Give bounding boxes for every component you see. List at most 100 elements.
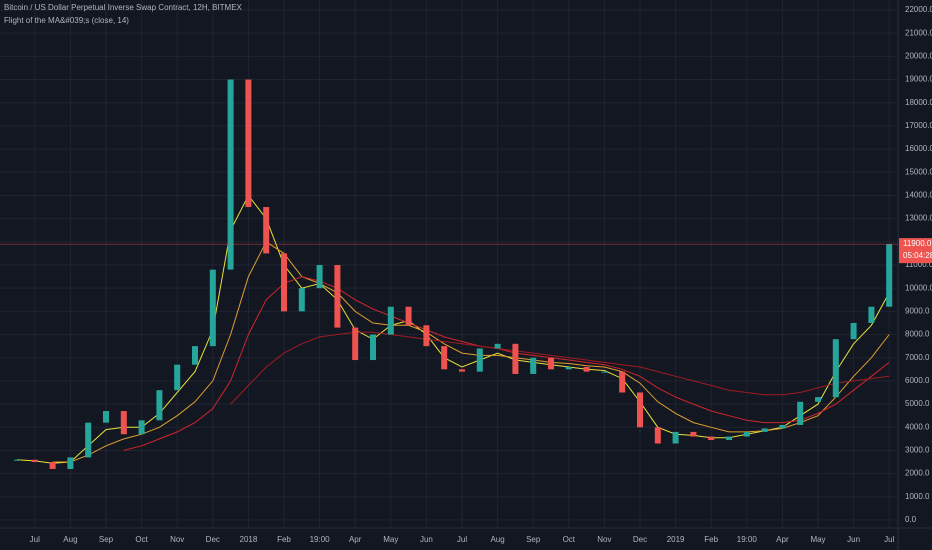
y-tick-label: 18000.0	[905, 98, 932, 107]
y-tick-label: 15000.0	[905, 167, 932, 176]
y-tick-label: 1000.0	[905, 492, 930, 501]
x-tick-label: Apr	[776, 535, 789, 544]
candle	[690, 431, 697, 437]
candle	[476, 348, 483, 372]
candle	[441, 346, 448, 370]
y-tick-label: 9000.0	[905, 306, 930, 315]
candle	[14, 459, 20, 461]
candle	[49, 462, 56, 469]
moving-average-line	[123, 276, 890, 451]
candle	[387, 306, 394, 335]
x-tick-label: Nov	[170, 535, 184, 544]
candle	[726, 436, 732, 441]
chart-title: Bitcoin / US Dollar Perpetual Inverse Sw…	[4, 3, 243, 12]
y-tick-label: 19000.0	[905, 75, 932, 84]
candle	[868, 306, 875, 323]
x-tick-label: Aug	[63, 535, 77, 544]
candle	[67, 457, 74, 469]
candle	[85, 422, 92, 458]
candle	[654, 427, 661, 444]
candle	[583, 367, 590, 372]
candle	[494, 343, 501, 349]
x-tick-label: 2018	[240, 535, 258, 544]
candle	[850, 322, 857, 340]
candle	[708, 436, 715, 441]
candle	[512, 343, 519, 374]
last-price-tag	[899, 238, 932, 264]
candle	[637, 392, 643, 428]
x-tick-label: Sep	[526, 535, 541, 544]
candle	[601, 371, 608, 373]
candle	[423, 325, 430, 347]
last-price-label: 11900.0	[903, 239, 932, 248]
x-tick-label: Oct	[135, 535, 148, 544]
moving-average-line	[230, 331, 890, 405]
x-tick-label: Feb	[704, 535, 718, 544]
y-tick-label: 8000.0	[905, 330, 930, 339]
candle	[832, 339, 839, 398]
candle	[174, 364, 181, 391]
candle	[743, 431, 750, 437]
x-tick-label: Jul	[30, 535, 40, 544]
candle	[227, 79, 234, 270]
candle	[316, 265, 323, 289]
y-tick-label: 16000.0	[905, 144, 932, 153]
candle	[815, 397, 821, 402]
moving-average-line	[52, 241, 890, 463]
y-tick-label: 0.0	[905, 515, 917, 524]
candle	[530, 357, 537, 374]
x-tick-label: May	[810, 535, 825, 544]
candle	[405, 306, 412, 326]
candle	[263, 207, 270, 254]
candle	[281, 253, 287, 312]
y-tick-label: 13000.0	[905, 214, 932, 223]
x-tick-label: 19:00	[737, 535, 758, 544]
x-tick-label: May	[383, 535, 398, 544]
candle	[103, 411, 109, 423]
x-tick-label: 19:00	[310, 535, 331, 544]
x-tick-label: Dec	[206, 535, 220, 544]
x-tick-label: Feb	[277, 535, 291, 544]
candle	[459, 369, 465, 372]
x-tick-label: Aug	[490, 535, 504, 544]
y-tick-label: 3000.0	[905, 446, 930, 455]
candle	[298, 288, 305, 312]
candle	[334, 265, 341, 328]
candle	[548, 357, 554, 370]
candle	[209, 269, 216, 347]
candle	[156, 390, 163, 421]
candle	[120, 411, 127, 435]
y-tick-label: 17000.0	[905, 121, 932, 130]
indicator-label: Flight of the MA&#039;s (close, 14)	[4, 16, 129, 25]
candle	[761, 428, 768, 432]
x-tick-label: Jul	[884, 535, 894, 544]
y-tick-label: 10000.0	[905, 283, 932, 292]
candle	[797, 401, 804, 425]
x-tick-label: Apr	[349, 535, 362, 544]
y-tick-label: 4000.0	[905, 422, 930, 431]
x-tick-label: Sep	[99, 535, 114, 544]
x-tick-label: 2019	[667, 535, 685, 544]
x-tick-label: Dec	[633, 535, 647, 544]
y-tick-label: 7000.0	[905, 353, 930, 362]
candle	[192, 346, 198, 365]
candle	[31, 459, 38, 463]
y-tick-label: 2000.0	[905, 469, 930, 478]
x-tick-label: Jun	[420, 535, 433, 544]
y-tick-label: 21000.0	[905, 28, 932, 37]
y-tick-label: 11000.0	[905, 260, 932, 269]
countdown-label: 05:04:28	[903, 251, 932, 260]
x-tick-label: Oct	[563, 535, 576, 544]
candle	[245, 79, 252, 208]
x-tick-label: Jul	[457, 535, 467, 544]
y-tick-label: 5000.0	[905, 399, 930, 408]
candle	[565, 367, 572, 370]
x-tick-label: Nov	[597, 535, 611, 544]
y-tick-label: 6000.0	[905, 376, 930, 385]
candle	[779, 424, 786, 429]
candle	[672, 431, 679, 444]
candle	[138, 420, 145, 435]
candle	[370, 334, 376, 361]
